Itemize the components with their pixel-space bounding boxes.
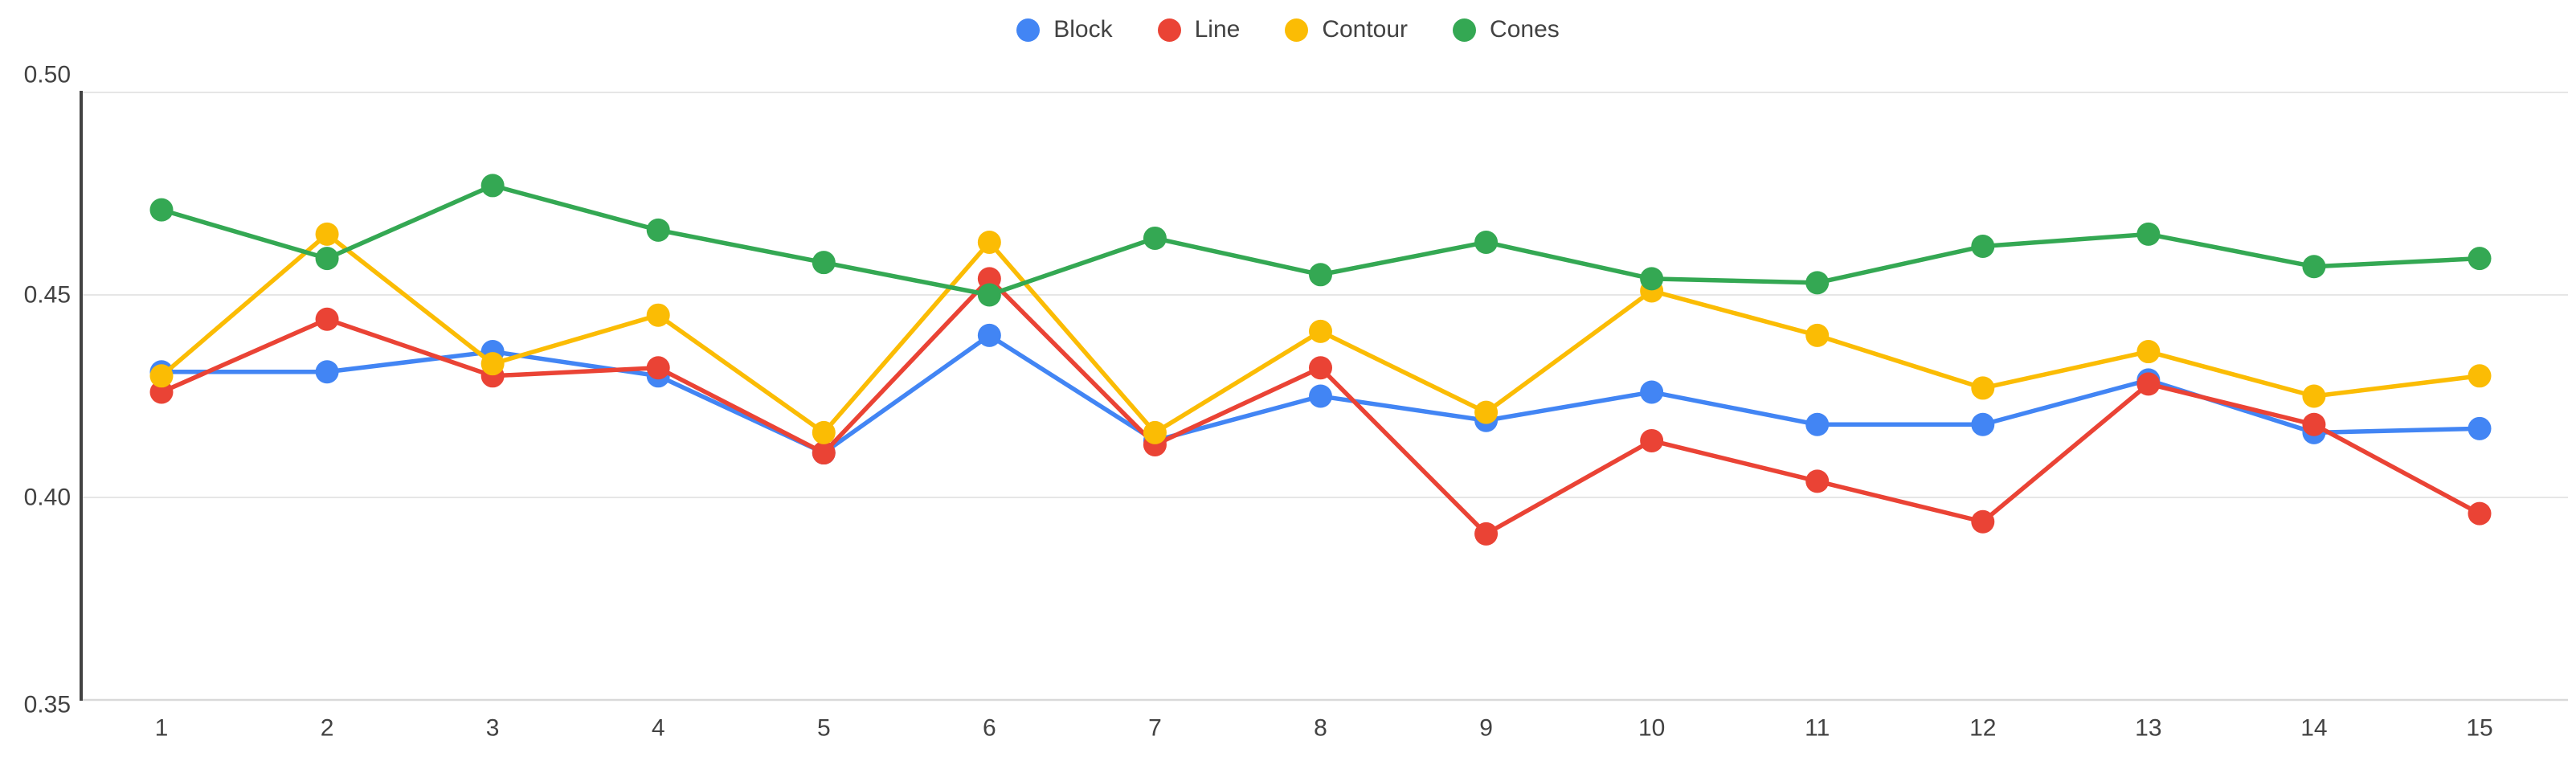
data-point-block-2[interactable]: [315, 360, 339, 384]
data-point-line-14[interactable]: [2302, 412, 2326, 436]
x-tick-label-12: 12: [1969, 715, 1996, 742]
legend-dot-block: [1016, 18, 1041, 42]
legend-dot-line: [1157, 18, 1181, 42]
legend-dot-cones: [1453, 18, 1477, 42]
legend-label-cones: Cones: [1490, 16, 1560, 43]
x-tick-label-15: 15: [2466, 715, 2492, 742]
x-tick-label-3: 3: [486, 715, 500, 742]
data-point-cones-1[interactable]: [149, 198, 174, 222]
data-point-contour-6[interactable]: [977, 230, 1001, 254]
x-tick-label-2: 2: [321, 715, 334, 742]
data-point-line-5[interactable]: [812, 441, 836, 465]
legend-label-contour: Contour: [1322, 16, 1409, 43]
data-point-line-1[interactable]: [149, 380, 174, 404]
data-point-contour-4[interactable]: [646, 303, 670, 327]
legend-dot-contour: [1285, 18, 1309, 42]
legend-item-block[interactable]: Block: [1016, 16, 1113, 43]
x-tick-label-11: 11: [1805, 715, 1830, 742]
x-tick-label-8: 8: [1314, 715, 1327, 742]
data-point-cones-14[interactable]: [2302, 255, 2326, 279]
data-point-block-6[interactable]: [977, 323, 1001, 347]
data-point-block-10[interactable]: [1640, 380, 1664, 404]
data-point-line-6[interactable]: [977, 267, 1001, 291]
data-point-line-9[interactable]: [1474, 522, 1499, 546]
x-tick-label-4: 4: [652, 715, 665, 742]
x-tick-label-5: 5: [817, 715, 831, 742]
y-tick-label-0.35: 0.35: [24, 692, 71, 718]
data-point-cones-11[interactable]: [1805, 271, 1830, 295]
data-point-contour-8[interactable]: [1309, 319, 1332, 343]
data-point-contour-13[interactable]: [2136, 340, 2161, 364]
x-tick-label-9: 9: [1479, 715, 1493, 742]
data-point-line-8[interactable]: [1309, 356, 1332, 380]
data-point-cones-5[interactable]: [812, 251, 836, 275]
data-point-contour-14[interactable]: [2302, 384, 2326, 408]
data-point-cones-8[interactable]: [1309, 263, 1332, 287]
data-point-cones-9[interactable]: [1474, 230, 1499, 254]
data-point-cones-12[interactable]: [1971, 235, 1995, 259]
data-point-cones-13[interactable]: [2136, 222, 2161, 246]
x-tick-label-6: 6: [983, 715, 996, 742]
x-tick-label-1: 1: [155, 715, 169, 742]
x-tick-label-14: 14: [2300, 715, 2327, 742]
data-point-line-11[interactable]: [1805, 469, 1830, 493]
data-point-block-15[interactable]: [2468, 416, 2492, 440]
data-point-contour-7[interactable]: [1143, 420, 1167, 444]
x-tick-label-10: 10: [1638, 715, 1665, 742]
data-point-contour-9[interactable]: [1474, 400, 1499, 424]
data-point-cones-15[interactable]: [2468, 247, 2492, 271]
x-tick-label-13: 13: [2135, 715, 2161, 742]
data-point-cones-10[interactable]: [1640, 267, 1664, 291]
data-point-line-13[interactable]: [2136, 372, 2161, 396]
legend-label-block: Block: [1053, 16, 1113, 43]
data-point-contour-3[interactable]: [480, 352, 505, 376]
data-point-line-15[interactable]: [2468, 501, 2492, 526]
data-point-contour-12[interactable]: [1971, 376, 1995, 400]
legend-item-contour[interactable]: Contour: [1285, 18, 1408, 42]
data-point-line-4[interactable]: [646, 356, 670, 380]
data-point-contour-5[interactable]: [812, 420, 836, 444]
legend-item-cones[interactable]: Cones: [1453, 18, 1560, 42]
data-point-cones-7[interactable]: [1143, 226, 1167, 250]
y-tick-label-0.45: 0.45: [24, 282, 71, 309]
data-point-cones-6[interactable]: [977, 283, 1001, 307]
legend-item-line[interactable]: Line: [1157, 16, 1241, 43]
x-tick-label-7: 7: [1148, 715, 1162, 742]
data-point-line-2[interactable]: [315, 307, 339, 331]
data-point-contour-15[interactable]: [2468, 364, 2492, 388]
data-point-block-8[interactable]: [1309, 384, 1332, 408]
data-point-cones-3[interactable]: [480, 174, 505, 198]
data-point-cones-4[interactable]: [646, 218, 670, 242]
y-tick-label-0.40: 0.40: [24, 485, 71, 511]
data-point-contour-2[interactable]: [315, 222, 339, 246]
data-point-block-12[interactable]: [1971, 412, 1995, 436]
data-point-line-12[interactable]: [1971, 509, 1995, 534]
data-point-line-10[interactable]: [1640, 428, 1664, 452]
legend-label-line: Line: [1194, 16, 1241, 43]
data-point-contour-11[interactable]: [1805, 323, 1830, 347]
chart-legend: Block Line Contour Cones: [0, 18, 2576, 42]
data-point-block-11[interactable]: [1805, 412, 1830, 436]
data-point-contour-1[interactable]: [149, 364, 174, 388]
y-tick-label-0.50: 0.50: [24, 62, 71, 88]
data-point-cones-2[interactable]: [315, 247, 339, 271]
